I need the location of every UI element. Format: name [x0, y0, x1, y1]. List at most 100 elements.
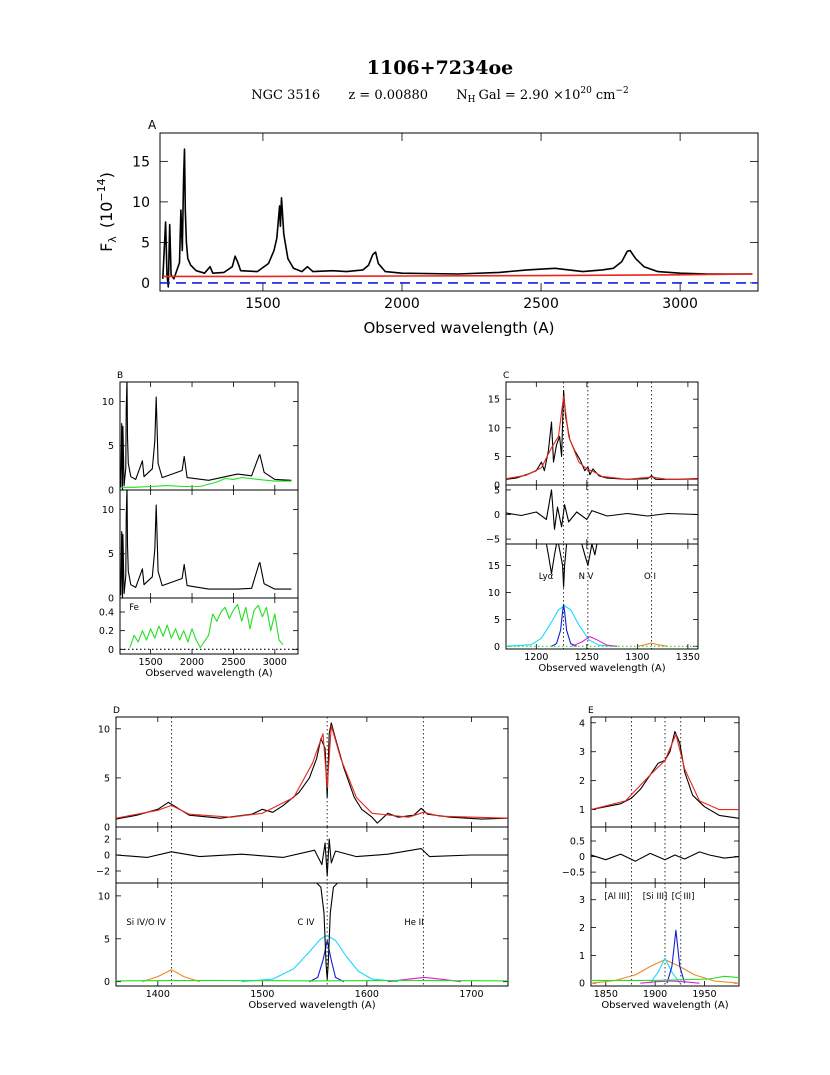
nh-label: N — [456, 88, 467, 103]
series-group — [120, 382, 292, 490]
series-line-cyan — [649, 957, 681, 984]
y-tick-label: 10 — [132, 195, 150, 211]
y-tick-label: 0 — [494, 510, 500, 521]
x-tick-label: 2500 — [221, 657, 245, 668]
series-line-magenta — [640, 980, 700, 984]
x-tick-label: 3000 — [662, 296, 698, 312]
y-tick-label: 15 — [488, 395, 500, 406]
x-axis-label: Observed wavelength (A) — [248, 1000, 375, 1011]
series-line-magenta — [571, 636, 618, 647]
object-name: NGC 3516 — [251, 88, 320, 103]
plot-frame — [119, 597, 299, 655]
plot-frame — [159, 132, 759, 292]
y-tick-label: 0 — [104, 977, 110, 988]
y-tick-label: 10 — [102, 505, 114, 516]
x-tick-label: 1400 — [146, 989, 170, 1000]
y-tick-label: 1 — [579, 805, 585, 816]
series-line-fe — [120, 477, 292, 488]
nh-unit: cm — [596, 88, 616, 103]
series-line-blue — [309, 939, 345, 983]
panel-label: E — [588, 706, 594, 716]
y-tick-label: 10 — [488, 423, 500, 434]
y-tick-label: 10 — [98, 891, 110, 902]
series-line-data — [116, 883, 508, 980]
panel-E3: 1850 1900 1950 0 1 2 3 Observed wavelength (A) [… — [579, 882, 740, 1011]
panel-C1: 0 5 10 15 C — [488, 371, 699, 492]
series-line-data — [506, 489, 698, 530]
x-tick-label: 1300 — [625, 652, 649, 663]
panel-D1: 0 5 10D — [98, 706, 509, 834]
line-annotation: He II — [404, 918, 423, 928]
x-axis-label: Observed wavelength (A) — [538, 663, 665, 674]
y-tick-label: 15 — [488, 561, 500, 572]
y-label-close: ) — [97, 172, 116, 178]
panel-C2: −5 0 5 — [486, 484, 699, 546]
y-tick-label: 5 — [141, 235, 150, 251]
x-tick-label: 1700 — [459, 989, 483, 1000]
y-tick-label: 0 — [108, 645, 114, 656]
series-group — [116, 838, 508, 877]
line-annotation: C IV — [298, 918, 315, 928]
x-tick-label: 2000 — [180, 657, 204, 668]
line-annotation: [Al III] — [604, 892, 629, 902]
series-line-data — [116, 722, 508, 824]
line-annotation: N V — [579, 572, 594, 582]
line-annotation: [Si III] — [643, 892, 668, 902]
y-tick-label: −5 — [486, 535, 500, 546]
x-tick-label: 1950 — [692, 989, 716, 1000]
y-label-main: F — [97, 243, 116, 252]
series-line-model — [162, 273, 753, 278]
series-line-data — [116, 838, 508, 877]
x-tick-label: 1500 — [139, 657, 163, 668]
series-line-cyan — [506, 605, 618, 647]
series-line-model — [506, 395, 698, 480]
plot-frame — [505, 543, 699, 650]
line-annotation: [C III] — [672, 892, 695, 902]
line-annotation: Lyα — [539, 572, 554, 582]
y-tick-label: 10 — [488, 588, 500, 599]
series-line-model — [591, 733, 739, 811]
y-tick-label: 0 — [494, 642, 500, 653]
y-tick-label: 0 — [108, 486, 114, 497]
series-line-data — [120, 490, 292, 598]
y-tick-label: 5 — [494, 485, 500, 496]
series-group — [116, 883, 508, 983]
x-tick-label: 1500 — [245, 296, 281, 312]
series-line-data — [591, 851, 739, 862]
series-group — [591, 730, 739, 819]
series-group — [506, 544, 698, 647]
y-tick-label: 5 — [104, 934, 110, 945]
series-line-orange — [637, 642, 668, 647]
x-tick-label: 2000 — [384, 296, 420, 312]
series-line-data — [120, 382, 292, 490]
y-tick-label: −0.5 — [562, 868, 585, 879]
series-line-fe — [129, 603, 284, 649]
x-tick-label: 3000 — [263, 657, 287, 668]
y-tick-label: 0.5 — [570, 837, 585, 848]
panel-label: D — [113, 706, 120, 716]
panel-B1: 0 5 10 B — [102, 371, 299, 497]
series-line-green — [591, 975, 739, 981]
y-tick-label: 4 — [579, 718, 585, 729]
plot-frame — [115, 882, 509, 987]
series-group — [506, 390, 698, 480]
y-tick-label: 0 — [579, 979, 585, 990]
y-tick-label: 15 — [132, 154, 150, 170]
y-label-sub: λ — [106, 236, 119, 243]
panel-B3: 1500 2000 2500 3000 0 0.2 0.4 Observed waveleng… — [99, 597, 299, 679]
x-tick-label: 1500 — [250, 989, 274, 1000]
series-line-model — [116, 725, 508, 819]
nh-exp: 20 — [580, 86, 592, 96]
y-tick-label: 5 — [104, 773, 110, 784]
y-tick-label: 10 — [102, 397, 114, 408]
series-line-blue — [551, 603, 577, 647]
series-line-cyan — [241, 934, 399, 983]
figure-subtitle: NGC 3516 z = 0.00880 NH Gal = 2.90 ×1020 c… — [251, 86, 629, 105]
y-tick-label: 5 — [108, 441, 114, 452]
panel-B2: 0 5 10 — [102, 489, 299, 605]
x-tick-label: 1850 — [594, 989, 618, 1000]
nh-sub: H — [468, 95, 476, 105]
x-tick-label: 1250 — [575, 652, 599, 663]
